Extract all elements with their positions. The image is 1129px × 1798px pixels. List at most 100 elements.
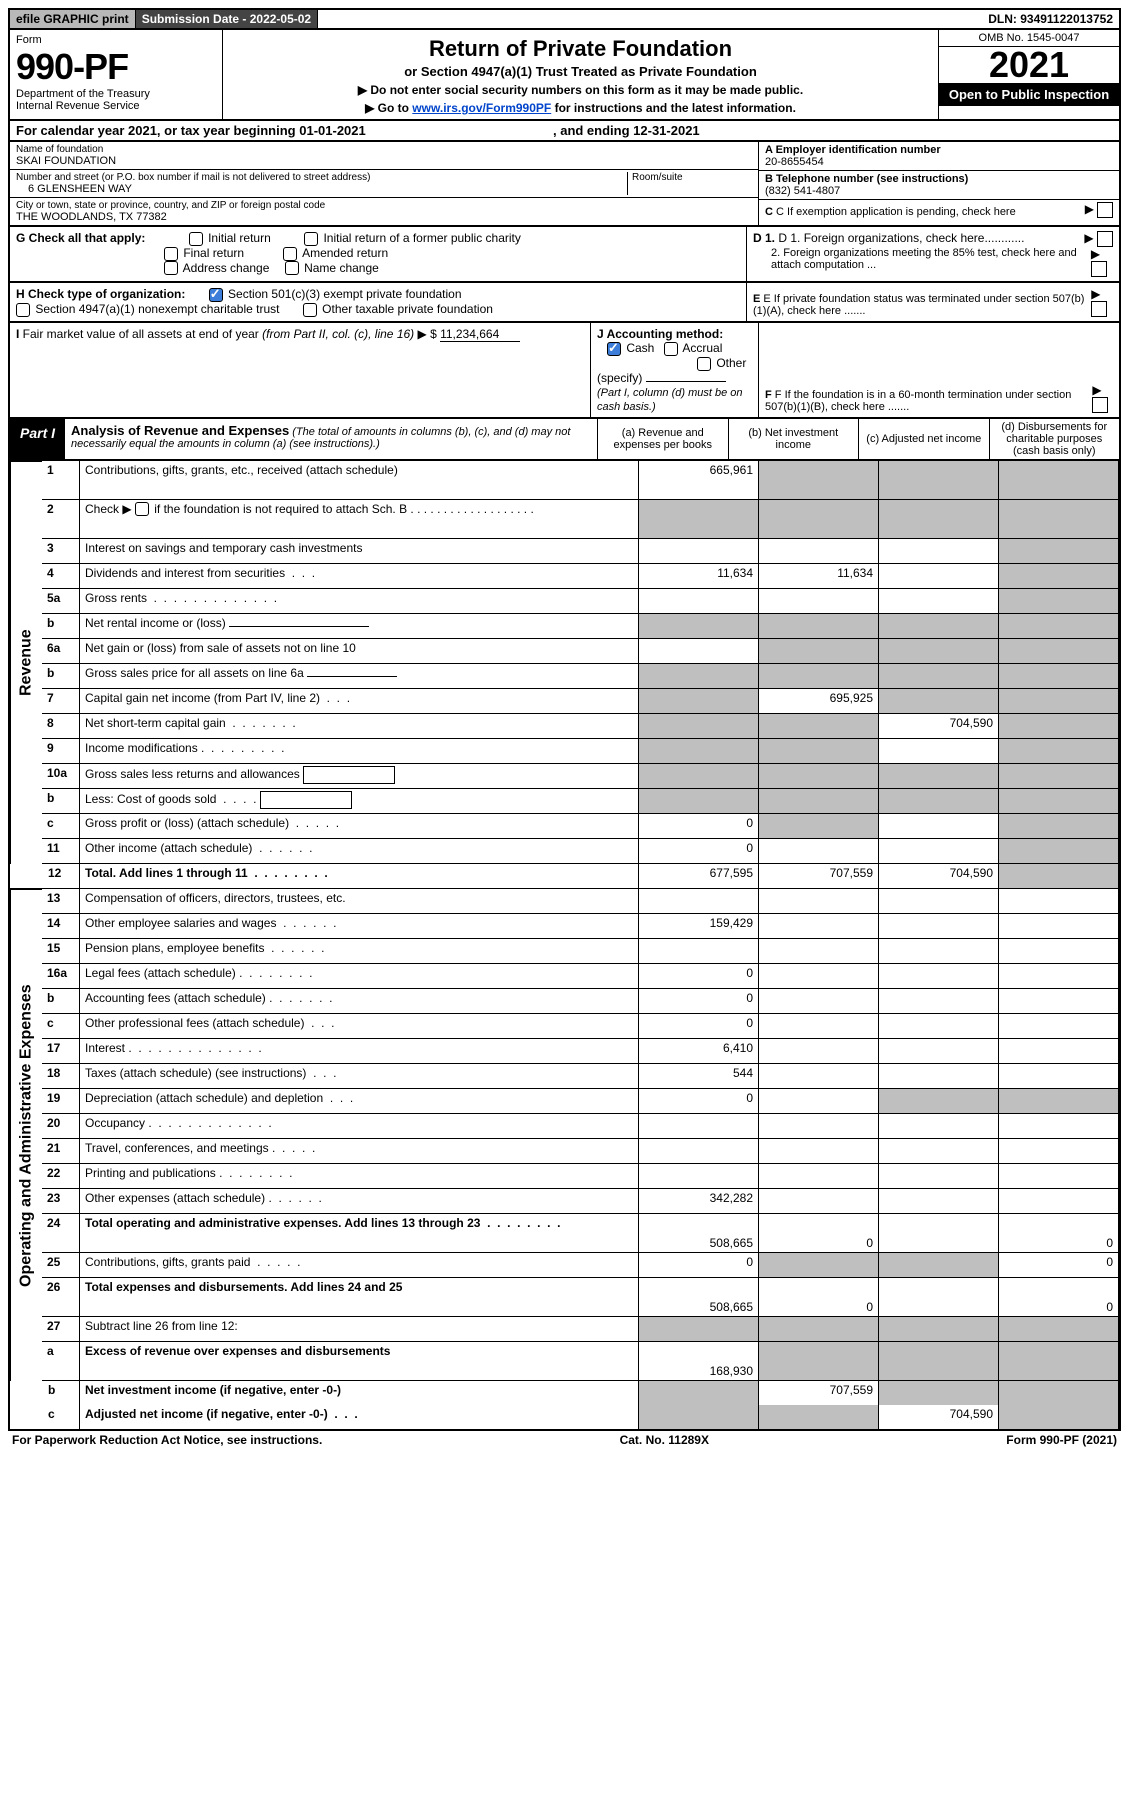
info-left: Name of foundation SKAI FOUNDATION Numbe…: [10, 142, 759, 225]
r24-a: 508,665: [639, 1214, 759, 1253]
instr-1: ▶ Do not enter social security numbers o…: [229, 83, 932, 97]
checkbox-other-taxable[interactable]: [303, 303, 317, 317]
r16a-a: 0: [639, 964, 759, 989]
j-cell: J Accounting method: Cash Accrual Other …: [590, 323, 759, 417]
street-address: 6 GLENSHEEN WAY: [16, 183, 627, 195]
irs-label: Internal Revenue Service: [16, 100, 216, 112]
fmv-value: 11,234,664: [440, 327, 520, 342]
checkbox-initial-former[interactable]: [304, 232, 318, 246]
checkbox-other-method[interactable]: [697, 357, 711, 371]
checkbox-final[interactable]: [164, 247, 178, 261]
room-suite-label: Room/suite: [632, 172, 752, 183]
checkbox-e[interactable]: [1091, 301, 1107, 317]
part-1-label: Part I: [10, 419, 65, 459]
foundation-name: SKAI FOUNDATION: [16, 155, 752, 167]
header-left: Form 990-PF Department of the Treasury I…: [10, 30, 223, 119]
r12-b: 707,559: [759, 864, 879, 889]
ein-cell: A Employer identification number 20-8655…: [759, 142, 1119, 171]
exemption-cell: C C If exemption application is pending,…: [759, 200, 1119, 220]
section-g-d: G Check all that apply: Initial return I…: [8, 227, 1121, 283]
submission-date-label: Submission Date - 2022-05-02: [136, 10, 318, 28]
page-footer: For Paperwork Reduction Act Notice, see …: [8, 1431, 1121, 1449]
open-to-public: Open to Public Inspection: [939, 83, 1119, 106]
info-right: A Employer identification number 20-8655…: [759, 142, 1119, 225]
r27b-b: 707,559: [759, 1381, 879, 1405]
paperwork-notice: For Paperwork Reduction Act Notice, see …: [12, 1433, 322, 1447]
col-c-header: (c) Adjusted net income: [858, 419, 989, 459]
section-i-j-f: I Fair market value of all assets at end…: [8, 323, 1121, 419]
checkbox-amended[interactable]: [283, 247, 297, 261]
r27c-c: 704,590: [879, 1405, 999, 1429]
checkbox-4947[interactable]: [16, 303, 30, 317]
phone-value: (832) 541-4807: [765, 185, 1113, 197]
r25-a: 0: [639, 1253, 759, 1278]
form-subtitle: or Section 4947(a)(1) Trust Treated as P…: [229, 64, 932, 79]
header-right: OMB No. 1545-0047 2021 Open to Public In…: [938, 30, 1119, 119]
r16c-a: 0: [639, 1014, 759, 1039]
checkbox-accrual[interactable]: [664, 342, 678, 356]
city-state-zip: THE WOODLANDS, TX 77382: [16, 211, 752, 223]
part-1-desc: Analysis of Revenue and Expenses (The to…: [65, 419, 597, 459]
checkbox-c[interactable]: [1097, 202, 1113, 218]
g-cell: G Check all that apply: Initial return I…: [10, 227, 747, 281]
r26-b: 0: [759, 1278, 879, 1317]
entity-info: Name of foundation SKAI FOUNDATION Numbe…: [8, 142, 1121, 227]
checkbox-initial[interactable]: [189, 232, 203, 246]
checkbox-d2[interactable]: [1091, 261, 1107, 277]
phone-cell: B Telephone number (see instructions) (8…: [759, 171, 1119, 200]
r8-c: 704,590: [879, 714, 999, 739]
cat-number: Cat. No. 11289X: [620, 1433, 709, 1447]
r7-b: 695,925: [759, 689, 879, 714]
revenue-vlabel: Revenue: [10, 461, 42, 864]
part-1-cols: (a) Revenue and expenses per books (b) N…: [597, 419, 1119, 459]
dept-treasury: Department of the Treasury: [16, 88, 216, 100]
instr-2: ▶ Go to www.irs.gov/Form990PF for instru…: [229, 101, 932, 115]
r12-a: 677,595: [639, 864, 759, 889]
form-number: 990-PF: [16, 46, 216, 88]
address-cell: Number and street (or P.O. box number if…: [10, 170, 758, 198]
r1-a: 665,961: [639, 461, 759, 500]
revenue-expense-table: Revenue 1 Contributions, gifts, grants, …: [8, 461, 1121, 1431]
expenses-vlabel: Operating and Administrative Expenses: [10, 889, 42, 1381]
r14-a: 159,429: [639, 914, 759, 939]
r24-b: 0: [759, 1214, 879, 1253]
checkbox-cash[interactable]: [607, 342, 621, 356]
col-b-header: (b) Net investment income: [728, 419, 859, 459]
r23-a: 342,282: [639, 1189, 759, 1214]
top-bar: efile GRAPHIC print Submission Date - 20…: [8, 8, 1121, 30]
checkbox-sch-b[interactable]: [135, 502, 149, 516]
form-header: Form 990-PF Department of the Treasury I…: [8, 30, 1121, 121]
section-h-e: H Check type of organization: Section 50…: [8, 283, 1121, 323]
header-mid: Return of Private Foundation or Section …: [223, 30, 938, 119]
checkbox-d1[interactable]: [1097, 231, 1113, 247]
col-d-header: (d) Disbursements for charitable purpose…: [989, 419, 1120, 459]
calendar-year-row: For calendar year 2021, or tax year begi…: [8, 121, 1121, 142]
checkbox-name[interactable]: [285, 261, 299, 275]
checkbox-f[interactable]: [1092, 397, 1108, 413]
checkbox-501c3[interactable]: [209, 288, 223, 302]
r19-a: 0: [639, 1089, 759, 1114]
foundation-name-cell: Name of foundation SKAI FOUNDATION: [10, 142, 758, 170]
checkbox-address[interactable]: [164, 261, 178, 275]
r16b-a: 0: [639, 989, 759, 1014]
ein-value: 20-8655454: [765, 156, 1113, 168]
r4-b: 11,634: [759, 564, 879, 589]
irs-link[interactable]: www.irs.gov/Form990PF: [412, 101, 551, 115]
city-cell: City or town, state or province, country…: [10, 198, 758, 225]
i-cell: I Fair market value of all assets at end…: [10, 323, 590, 417]
dln-label: DLN: 93491122013752: [982, 10, 1119, 28]
r11-a: 0: [639, 839, 759, 864]
r10c-a: 0: [639, 814, 759, 839]
r26-a: 508,665: [639, 1278, 759, 1317]
e-cell: E E If private foundation status was ter…: [747, 283, 1119, 321]
tax-year: 2021: [939, 47, 1119, 83]
part-1-header: Part I Analysis of Revenue and Expenses …: [8, 419, 1121, 461]
form-label: Form: [16, 34, 216, 46]
form-title: Return of Private Foundation: [229, 36, 932, 62]
form-ref: Form 990-PF (2021): [1006, 1433, 1117, 1447]
efile-label: efile GRAPHIC print: [10, 10, 136, 28]
h-cell: H Check type of organization: Section 50…: [10, 283, 747, 321]
r12-c: 704,590: [879, 864, 999, 889]
r25-d: 0: [999, 1253, 1119, 1278]
r24-d: 0: [999, 1214, 1119, 1253]
